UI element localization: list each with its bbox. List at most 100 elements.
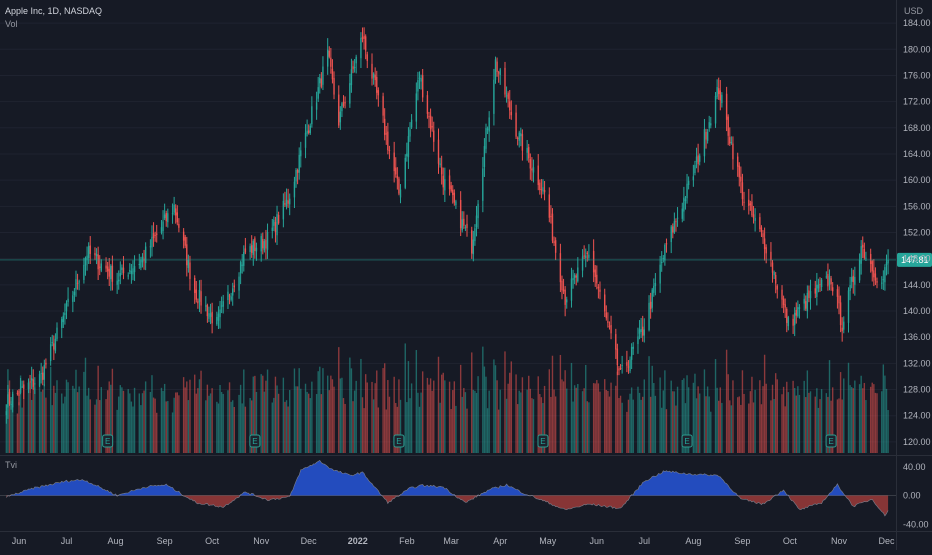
candle-body [205, 305, 207, 307]
volume-bar [175, 392, 177, 453]
volume-bar [208, 395, 210, 453]
candle-body [319, 77, 321, 84]
candle-body [182, 231, 185, 241]
price-tick-label: 120.00 [903, 437, 931, 447]
candle-body [615, 334, 617, 350]
candle-body [122, 267, 125, 274]
candle-body [27, 382, 30, 390]
candle-body [642, 326, 644, 336]
volume-bar [43, 384, 46, 453]
volume-bar [697, 386, 699, 453]
symbol-title[interactable]: Apple Inc, 1D, NASDAQ [5, 6, 103, 16]
volume-bar [406, 402, 408, 453]
earnings-marker[interactable]: E [681, 434, 693, 448]
candle-body [349, 83, 351, 104]
price-axis[interactable]: 120.00 124.00 128.00 132.00 136.00 140.00 144.… [903, 18, 931, 447]
volume-bar [233, 406, 235, 453]
volume-bar [273, 397, 275, 453]
candle-body [100, 263, 103, 271]
candle-body [133, 266, 136, 273]
tvi-axis[interactable]: 40.00 0.00 -40.00 [903, 462, 929, 529]
candle-body [687, 180, 690, 186]
volume-bar [377, 407, 380, 453]
time-tick-label: Mar [443, 536, 459, 546]
time-axis[interactable]: Jun Jul Aug Sep Oct Nov Dec 2022 Feb Mar Apr May Jun… [12, 536, 895, 546]
candle-body [809, 291, 812, 299]
volume-bar [516, 404, 519, 453]
volume-bar [396, 406, 399, 453]
candle-body [144, 246, 147, 264]
time-tick-label: Feb [399, 536, 415, 546]
volume-bar [827, 396, 829, 453]
volume-bar [510, 361, 513, 453]
volume-bar [748, 403, 750, 453]
volume-bar [526, 389, 528, 453]
time-tick-label: Nov [831, 536, 848, 546]
candle-body [282, 200, 285, 220]
volume-bar [304, 383, 307, 453]
volume-bar [664, 370, 666, 453]
volume-bar [84, 357, 87, 453]
candle-body [363, 35, 365, 39]
candle-body [510, 111, 513, 116]
candle-body [89, 245, 91, 254]
candle-body [719, 90, 721, 101]
candle-body [561, 280, 563, 291]
volume-bar [62, 403, 65, 453]
volume-bar [395, 402, 397, 453]
volume-bar [577, 384, 579, 453]
volume-bar [364, 374, 367, 453]
volume-bar [453, 381, 456, 453]
volume-bar [675, 405, 677, 453]
candle-body [167, 213, 169, 223]
volume-bar [30, 399, 33, 453]
candle-body [583, 255, 585, 257]
candle-body [493, 79, 495, 114]
volume-bar [149, 391, 152, 453]
candle-body [554, 240, 557, 253]
volume-bar [871, 382, 873, 453]
candle-body [317, 87, 319, 99]
volume-bar [156, 412, 158, 453]
volume-bar [798, 394, 801, 453]
volume-bar [219, 384, 221, 453]
volume-bar [681, 379, 683, 453]
price-tick-label: 168.00 [903, 123, 931, 133]
candle-body [73, 291, 76, 295]
candle-body [539, 182, 541, 191]
volume-bar [108, 381, 110, 453]
candle-body [732, 143, 734, 160]
earnings-marker[interactable]: E [249, 434, 261, 448]
earnings-marker[interactable]: E [102, 434, 114, 448]
volume-bar [615, 385, 617, 453]
volume-bar [542, 403, 544, 453]
volume-bar [331, 379, 334, 453]
candle-body [686, 183, 688, 199]
candle-body [721, 94, 723, 104]
volume-bar [198, 379, 201, 453]
earnings-marker[interactable]: E [393, 434, 405, 448]
candle-body [277, 214, 280, 224]
volume-bar [610, 382, 612, 453]
volume-bar [11, 389, 14, 453]
volume-legend-label[interactable]: Vol [5, 19, 18, 29]
last-price-label: 147.81 [901, 255, 929, 265]
candle-body [186, 244, 188, 266]
volume-bar [608, 396, 611, 453]
volume-bar [87, 387, 90, 453]
volume-bar [858, 384, 861, 453]
volume-bar [662, 390, 664, 453]
candle-body [553, 241, 555, 244]
candle-body [486, 128, 489, 130]
volume-bar [10, 401, 12, 453]
candle-body [149, 246, 152, 248]
earnings-marker[interactable]: E [537, 434, 549, 448]
indicator-legend-label[interactable]: Tvi [5, 460, 17, 470]
candle-body [841, 327, 843, 332]
candle-body [439, 163, 441, 166]
earnings-marker[interactable]: E [825, 434, 837, 448]
